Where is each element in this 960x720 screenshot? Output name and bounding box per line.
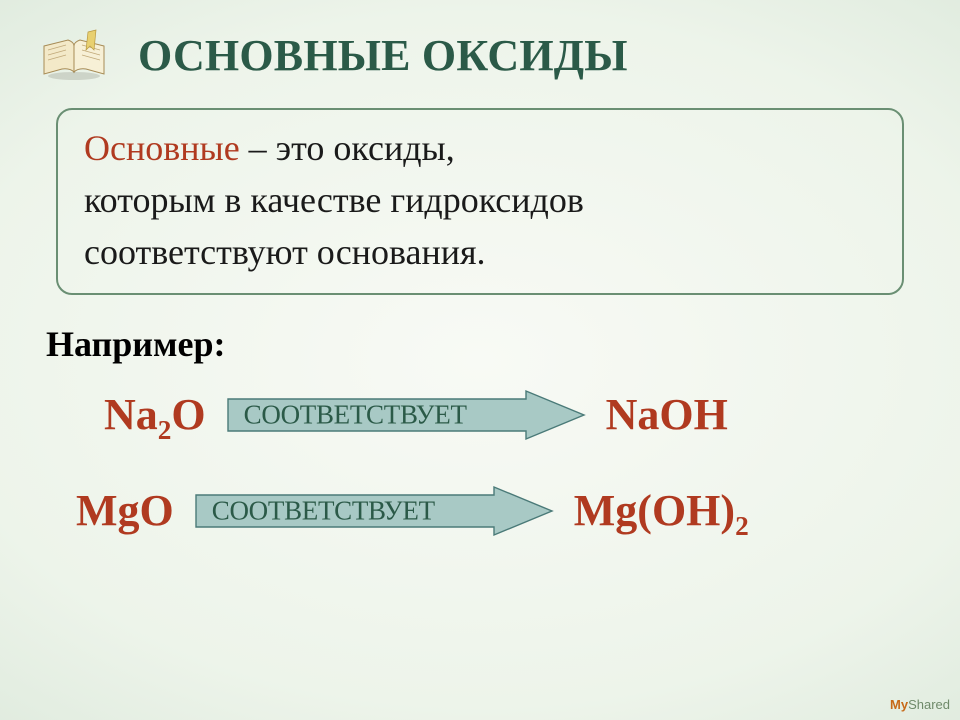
- formula-left: Na2O: [104, 389, 206, 440]
- arrow-label: СООТВЕТСТВУЕТ: [212, 495, 435, 526]
- slide: ОСНОВНЫЕ ОКСИДЫ Основные – это оксиды, к…: [0, 0, 960, 720]
- definition-rest-1: – это оксиды,: [240, 128, 455, 168]
- watermark-my: My: [890, 697, 908, 712]
- watermark: MyShared: [890, 697, 950, 712]
- definition-line-2: которым в качестве гидроксидов: [84, 174, 876, 226]
- example-label: Например:: [46, 323, 916, 365]
- example-list: Na2O СООТВЕТСТВУЕТ NaOH MgO СООТВЕТСТВУЕ…: [104, 389, 916, 537]
- arrow: СООТВЕТСТВУЕТ: [226, 389, 586, 441]
- formula-right: Mg(OH)2: [574, 485, 749, 536]
- slide-title: ОСНОВНЫЕ ОКСИДЫ: [138, 30, 628, 81]
- definition-highlight: Основные: [84, 128, 240, 168]
- header: ОСНОВНЫЕ ОКСИДЫ: [38, 28, 916, 82]
- arrow-label: СООТВЕТСТВУЕТ: [244, 399, 467, 430]
- definition-box: Основные – это оксиды, которым в качеств…: [56, 108, 904, 295]
- example-row: MgO СООТВЕТСТВУЕТ Mg(OH)2: [76, 485, 916, 537]
- open-book-icon: [38, 28, 110, 82]
- formula-right: NaOH: [606, 389, 728, 440]
- example-row: Na2O СООТВЕТСТВУЕТ NaOH: [104, 389, 916, 441]
- definition-line-1: Основные – это оксиды,: [84, 122, 876, 174]
- definition-line-3: соответствуют основания.: [84, 226, 876, 278]
- formula-left: MgO: [76, 485, 174, 536]
- watermark-shared: Shared: [908, 697, 950, 712]
- arrow: СООТВЕТСТВУЕТ: [194, 485, 554, 537]
